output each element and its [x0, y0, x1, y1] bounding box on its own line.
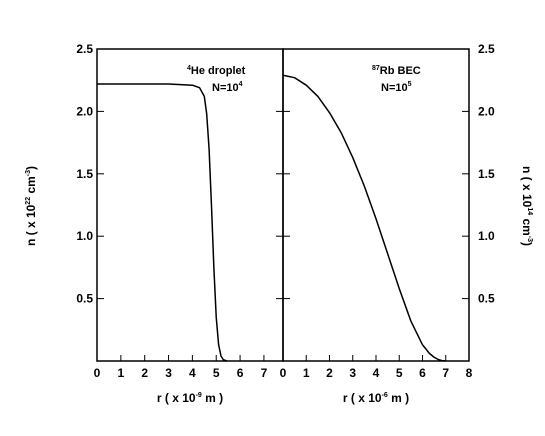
right-x-axis-label: r ( x 10-6 m ) [343, 391, 409, 405]
right-annotation-line2: N=105 [381, 81, 412, 94]
left-annotation-line2: N=104 [212, 81, 243, 94]
left-x-tick-label: 3 [165, 366, 172, 380]
left-y-tick-label: 2.5 [76, 42, 93, 56]
left-x-tick-label: 6 [237, 366, 244, 380]
right-x-tick-label: 8 [466, 366, 473, 380]
left-plot-frame [96, 48, 284, 362]
left-y-tick-label: 1.5 [76, 167, 93, 181]
right-plot-frame [282, 48, 470, 362]
left-panel: 0 1 2 3 4 5 6 7 0.5 1.0 1.5 2.0 2.5 [76, 42, 290, 380]
right-y-tick-label: 2.5 [478, 42, 495, 56]
right-y-axis-label: n ( x 1014 cm-3) [520, 166, 534, 246]
right-y-tick-label: 0.5 [478, 292, 495, 306]
right-y-tick-label: 1.0 [478, 229, 495, 243]
right-x-tick-label: 6 [419, 366, 426, 380]
right-y-tick-label: 2.0 [478, 104, 495, 118]
right-x-tick-label: 5 [396, 366, 403, 380]
right-x-tick-label: 4 [373, 366, 380, 380]
left-annotation-line1: 4He droplet [187, 65, 246, 77]
left-y-tick-label: 1.0 [76, 229, 93, 243]
right-x-tick-label: 0 [280, 366, 287, 380]
left-density-curve [97, 83, 228, 362]
left-x-tick-label: 0 [94, 366, 101, 380]
left-x-tick-label: 1 [118, 366, 125, 380]
right-x-tick-label: 3 [349, 366, 356, 380]
right-annotation-line1: 87Rb BEC [372, 65, 421, 77]
right-panel: 0 1 2 3 4 5 6 7 8 0.5 1.0 1.5 2.0 2.5 [280, 42, 495, 380]
left-x-tick-label: 7 [261, 366, 268, 380]
left-y-axis-label: n ( x 1022 cm-3) [24, 166, 38, 246]
right-x-tick-label: 7 [442, 366, 449, 380]
left-y-tick-label: 0.5 [76, 292, 93, 306]
right-y-tick-label: 1.5 [478, 167, 495, 181]
left-x-tick-label: 2 [141, 366, 148, 380]
right-density-curve [282, 74, 446, 362]
left-x-axis-label: r ( x 10-9 m ) [157, 391, 223, 405]
left-x-tick-label: 5 [213, 366, 220, 380]
right-x-tick-label: 1 [303, 366, 310, 380]
left-x-tick-label: 4 [189, 366, 196, 380]
right-x-tick-label: 2 [326, 366, 333, 380]
left-y-tick-label: 2.0 [76, 104, 93, 118]
